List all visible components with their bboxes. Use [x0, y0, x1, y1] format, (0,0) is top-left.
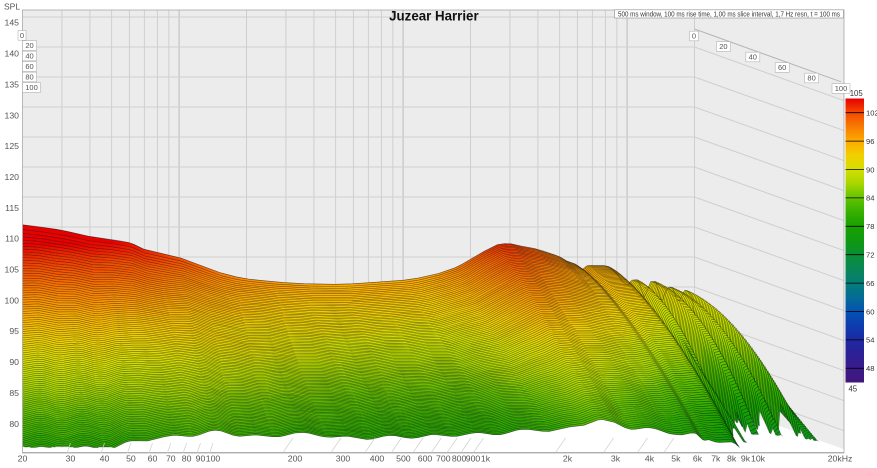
- svg-text:0: 0: [20, 31, 24, 40]
- svg-text:50: 50: [126, 454, 136, 464]
- svg-text:6k: 6k: [693, 454, 703, 464]
- svg-text:800: 800: [452, 454, 467, 464]
- svg-text:20: 20: [18, 454, 28, 464]
- svg-text:40: 40: [100, 454, 110, 464]
- svg-text:500 ms window, 100 ms rise tim: 500 ms window, 100 ms rise time, 1,00 ms…: [618, 9, 840, 18]
- svg-text:90: 90: [196, 454, 206, 464]
- svg-text:60: 60: [25, 62, 33, 71]
- svg-text:60: 60: [866, 307, 874, 316]
- svg-text:1k: 1k: [481, 454, 491, 464]
- svg-text:90: 90: [866, 165, 874, 174]
- svg-text:54: 54: [866, 336, 874, 345]
- svg-text:20kHz: 20kHz: [828, 454, 853, 464]
- svg-text:9k: 9k: [741, 454, 751, 464]
- svg-text:45: 45: [848, 385, 857, 394]
- svg-text:8k: 8k: [727, 454, 737, 464]
- svg-text:100: 100: [206, 454, 221, 464]
- svg-text:2k: 2k: [563, 454, 573, 464]
- svg-text:30: 30: [66, 454, 76, 464]
- svg-text:130: 130: [5, 110, 20, 120]
- svg-text:125: 125: [5, 141, 20, 151]
- svg-text:4k: 4k: [645, 454, 655, 464]
- svg-text:90: 90: [9, 357, 19, 367]
- svg-text:84: 84: [866, 194, 874, 203]
- svg-text:600: 600: [418, 454, 433, 464]
- svg-text:SPL: SPL: [4, 2, 20, 12]
- svg-text:48: 48: [866, 364, 874, 373]
- svg-text:20: 20: [25, 41, 33, 50]
- svg-text:110: 110: [5, 234, 19, 244]
- svg-text:95: 95: [9, 326, 19, 336]
- svg-text:78: 78: [866, 222, 874, 231]
- svg-text:135: 135: [5, 79, 20, 89]
- svg-text:66: 66: [866, 279, 874, 288]
- svg-text:115: 115: [5, 203, 19, 213]
- svg-text:102: 102: [866, 109, 877, 118]
- svg-text:105: 105: [5, 265, 20, 275]
- svg-text:120: 120: [5, 172, 20, 182]
- svg-text:80: 80: [807, 74, 815, 83]
- svg-text:96: 96: [866, 137, 874, 146]
- svg-text:7k: 7k: [711, 454, 721, 464]
- svg-text:140: 140: [5, 49, 20, 59]
- svg-text:500: 500: [396, 454, 411, 464]
- svg-text:Juzear Harrier: Juzear Harrier: [389, 8, 479, 24]
- svg-text:100: 100: [5, 295, 20, 305]
- svg-text:85: 85: [9, 388, 19, 398]
- svg-text:300: 300: [336, 454, 351, 464]
- svg-text:700: 700: [436, 454, 451, 464]
- svg-text:10k: 10k: [751, 454, 766, 464]
- svg-text:60: 60: [148, 454, 158, 464]
- svg-text:70: 70: [166, 454, 176, 464]
- svg-text:72: 72: [866, 251, 874, 260]
- svg-text:60: 60: [778, 63, 786, 72]
- svg-text:80: 80: [182, 454, 192, 464]
- svg-text:20: 20: [719, 42, 727, 51]
- svg-text:105: 105: [850, 89, 864, 98]
- svg-text:80: 80: [25, 73, 33, 82]
- svg-text:5k: 5k: [671, 454, 681, 464]
- svg-text:40: 40: [25, 52, 33, 61]
- svg-text:200: 200: [288, 454, 303, 464]
- svg-text:80: 80: [9, 419, 19, 429]
- svg-text:400: 400: [370, 454, 385, 464]
- svg-text:900: 900: [466, 454, 481, 464]
- svg-text:3k: 3k: [611, 454, 621, 464]
- svg-text:100: 100: [835, 84, 848, 93]
- svg-text:145: 145: [5, 18, 20, 28]
- svg-text:40: 40: [749, 53, 757, 62]
- svg-text:100: 100: [25, 83, 38, 92]
- svg-text:0: 0: [692, 32, 696, 41]
